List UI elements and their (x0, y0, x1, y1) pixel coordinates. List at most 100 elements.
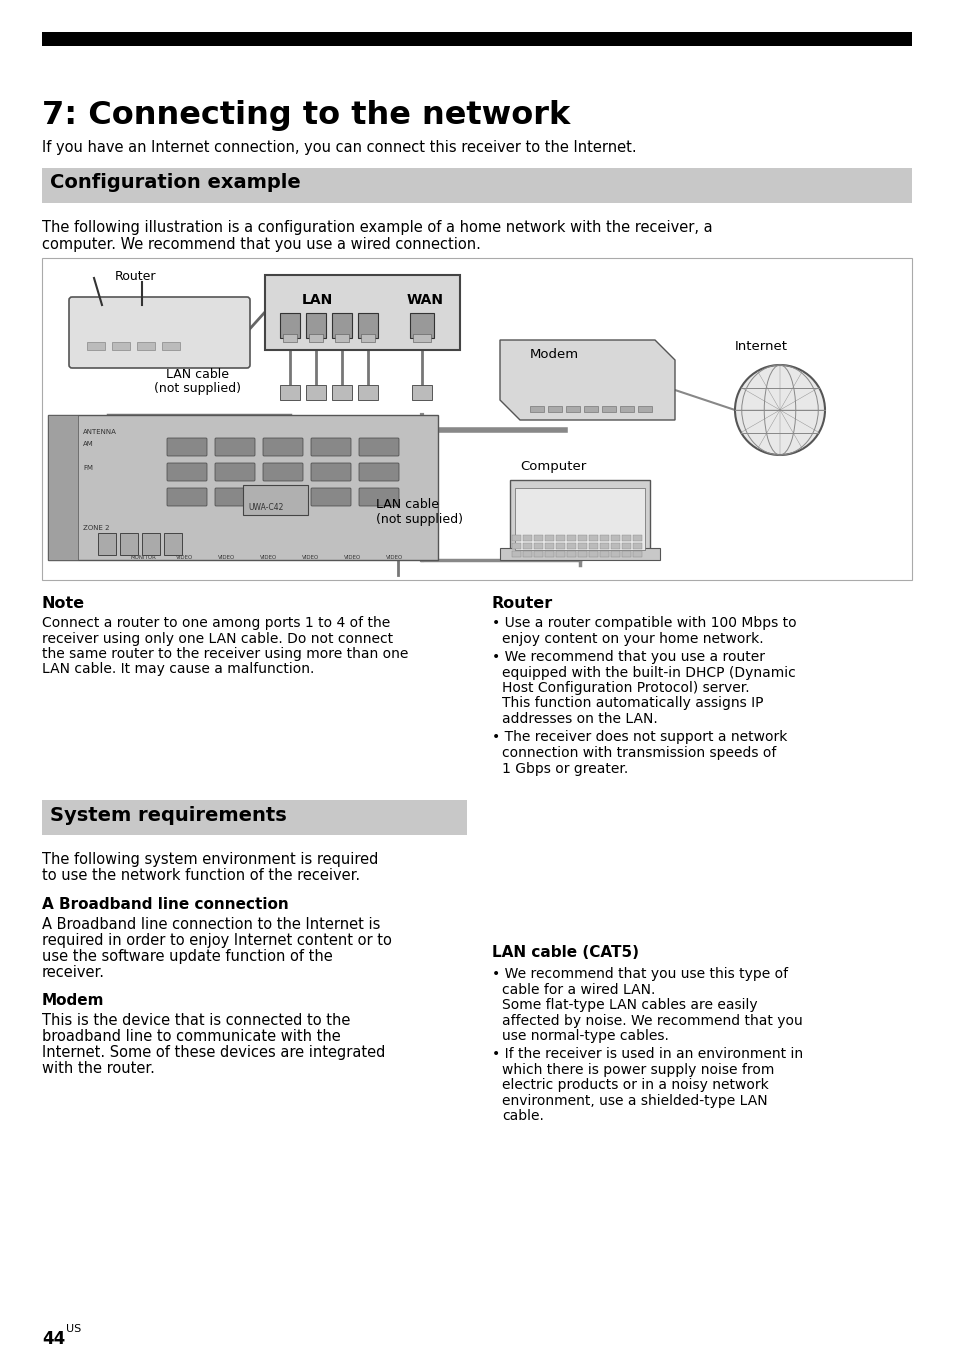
Bar (142, 533, 160, 556)
Bar (42, 32, 911, 46)
Bar (610, 544, 619, 549)
Text: connection with transmission speeds of: connection with transmission speeds of (501, 746, 776, 760)
Polygon shape (499, 339, 675, 420)
Text: UWA-C42: UWA-C42 (248, 503, 283, 512)
Bar (601, 406, 616, 412)
Bar (588, 535, 598, 541)
Bar (120, 533, 138, 556)
Bar (530, 406, 543, 412)
Bar (42, 258, 911, 580)
Bar (578, 535, 586, 541)
Bar (137, 342, 154, 350)
Text: VIDEO: VIDEO (218, 556, 235, 560)
Text: VIDEO: VIDEO (260, 556, 277, 560)
Bar (332, 314, 352, 338)
Text: Modem: Modem (42, 992, 105, 1009)
Bar (588, 544, 598, 549)
Text: ANTENNA: ANTENNA (83, 429, 117, 435)
Text: enjoy content on your home network.: enjoy content on your home network. (501, 631, 762, 645)
Text: receiver.: receiver. (42, 965, 105, 980)
Bar (515, 488, 644, 550)
Text: • Use a router compatible with 100 Mbps to: • Use a router compatible with 100 Mbps … (492, 617, 796, 630)
Text: broadband line to communicate with the: broadband line to communicate with the (42, 1029, 340, 1044)
Text: Internet: Internet (734, 339, 787, 353)
Bar (42, 800, 467, 836)
FancyBboxPatch shape (263, 438, 303, 456)
Bar (48, 415, 78, 560)
Bar (534, 552, 542, 557)
FancyBboxPatch shape (358, 488, 398, 506)
FancyBboxPatch shape (167, 488, 207, 506)
Text: cable.: cable. (501, 1110, 543, 1124)
Text: computer. We recommend that you use a wired connection.: computer. We recommend that you use a wi… (42, 237, 480, 251)
Text: with the router.: with the router. (42, 1061, 154, 1076)
Text: ZONE 2: ZONE 2 (83, 525, 110, 531)
Bar (522, 535, 532, 541)
Text: use the software update function of the: use the software update function of the (42, 949, 333, 964)
Text: This is the device that is connected to the: This is the device that is connected to … (42, 1013, 350, 1028)
Text: • We recommend that you use a router: • We recommend that you use a router (492, 650, 764, 664)
Text: Internet. Some of these devices are integrated: Internet. Some of these devices are inte… (42, 1045, 385, 1060)
Bar (544, 535, 554, 541)
Text: WAN: WAN (406, 293, 443, 307)
Bar (512, 544, 520, 549)
Text: electric products or in a noisy network: electric products or in a noisy network (501, 1079, 768, 1092)
Bar (360, 334, 375, 342)
Circle shape (734, 365, 824, 456)
Text: Note: Note (42, 596, 85, 611)
Text: (not supplied): (not supplied) (154, 383, 241, 395)
Bar (633, 544, 641, 549)
FancyBboxPatch shape (263, 488, 303, 506)
Text: System requirements: System requirements (50, 806, 287, 825)
Bar (522, 544, 532, 549)
Bar (633, 552, 641, 557)
Bar (547, 406, 561, 412)
Text: Computer: Computer (519, 460, 586, 473)
Bar (544, 552, 554, 557)
Text: LAN: LAN (301, 293, 333, 307)
Bar (87, 342, 105, 350)
Bar (306, 314, 326, 338)
Text: A Broadband line connection: A Broadband line connection (42, 896, 289, 913)
Bar (42, 168, 911, 203)
FancyBboxPatch shape (263, 462, 303, 481)
Bar (638, 406, 651, 412)
Bar (566, 535, 576, 541)
Bar (621, 544, 630, 549)
Bar (98, 533, 116, 556)
Bar (621, 535, 630, 541)
Text: MONITOR: MONITOR (130, 556, 155, 560)
Text: The following system environment is required: The following system environment is requ… (42, 852, 378, 867)
Bar (499, 548, 659, 560)
Text: Some flat-type LAN cables are easily: Some flat-type LAN cables are easily (501, 998, 757, 1013)
Text: addresses on the LAN.: addresses on the LAN. (501, 713, 657, 726)
Bar (357, 385, 377, 400)
Bar (357, 314, 377, 338)
Bar (162, 342, 180, 350)
Text: the same router to the receiver using more than one: the same router to the receiver using mo… (42, 648, 408, 661)
Text: LAN cable (CAT5): LAN cable (CAT5) (492, 945, 639, 960)
Bar (243, 485, 308, 515)
Text: FM: FM (83, 465, 92, 470)
Bar (412, 385, 432, 400)
Text: 1 Gbps or greater.: 1 Gbps or greater. (501, 761, 628, 776)
Bar (522, 552, 532, 557)
Text: • The receiver does not support a network: • The receiver does not support a networ… (492, 730, 786, 745)
Bar (309, 334, 323, 342)
Bar (410, 314, 434, 338)
Bar (332, 385, 352, 400)
Bar (599, 535, 608, 541)
Bar (610, 535, 619, 541)
FancyBboxPatch shape (69, 297, 250, 368)
Bar (534, 535, 542, 541)
Bar (265, 274, 459, 350)
Text: LAN cable: LAN cable (375, 498, 438, 511)
Bar (413, 334, 431, 342)
FancyBboxPatch shape (311, 462, 351, 481)
Text: US: US (66, 1324, 81, 1334)
Text: VIDEO: VIDEO (386, 556, 403, 560)
Bar (512, 535, 520, 541)
Text: required in order to enjoy Internet content or to: required in order to enjoy Internet cont… (42, 933, 392, 948)
Bar (566, 544, 576, 549)
FancyBboxPatch shape (214, 488, 254, 506)
